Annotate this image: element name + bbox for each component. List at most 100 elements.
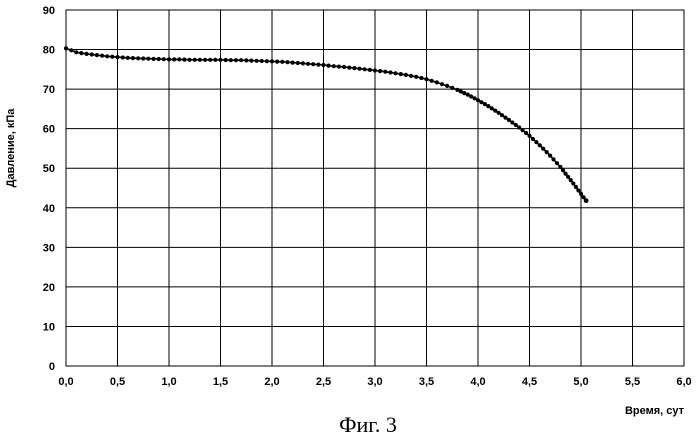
data-point — [224, 58, 228, 62]
data-point — [285, 60, 289, 64]
data-point — [203, 58, 207, 62]
data-point — [157, 57, 161, 61]
data-point — [531, 137, 535, 141]
data-point — [435, 80, 439, 84]
data-point — [332, 64, 336, 68]
data-point — [95, 53, 99, 57]
y-axis-title: Давление, кПа — [5, 108, 17, 188]
data-point — [576, 188, 580, 192]
data-point — [409, 74, 413, 78]
data-point — [296, 61, 300, 65]
data-point — [255, 59, 259, 63]
x-tick-label: 5,0 — [573, 376, 588, 388]
data-point — [514, 123, 518, 127]
data-point — [486, 104, 490, 108]
data-point — [419, 76, 423, 80]
data-point — [566, 175, 570, 179]
data-point — [121, 55, 125, 59]
x-tick-label: 2,0 — [264, 376, 279, 388]
data-point — [569, 178, 573, 182]
data-point — [260, 59, 264, 63]
data-point — [352, 66, 356, 70]
data-point — [500, 113, 504, 117]
data-point — [182, 58, 186, 62]
data-point — [74, 50, 78, 54]
data-point — [126, 56, 130, 60]
data-point — [430, 79, 434, 83]
x-tick-label: 5,5 — [625, 376, 640, 388]
data-point — [316, 63, 320, 67]
data-point — [244, 58, 248, 62]
data-point — [424, 77, 428, 81]
data-point — [571, 181, 575, 185]
y-tick-label: 80 — [43, 45, 55, 57]
data-point — [497, 111, 501, 115]
data-point — [388, 70, 392, 74]
data-point — [100, 54, 104, 58]
figure-caption: Фиг. 3 — [339, 412, 397, 437]
y-tick-label: 40 — [43, 203, 55, 215]
data-point — [373, 68, 377, 72]
y-tick-label: 10 — [43, 321, 55, 333]
x-tick-label: 3,0 — [367, 376, 382, 388]
data-point — [363, 67, 367, 71]
data-point — [368, 68, 372, 72]
data-point — [172, 57, 176, 61]
data-point — [527, 134, 531, 138]
data-point — [69, 48, 73, 52]
data-point — [555, 161, 559, 165]
data-point — [141, 56, 145, 60]
data-point — [399, 72, 403, 76]
data-point — [270, 59, 274, 63]
data-point — [558, 165, 562, 169]
data-point — [327, 64, 331, 68]
data-point — [321, 63, 325, 67]
data-point — [445, 84, 449, 88]
data-point — [177, 57, 181, 61]
data-point — [579, 192, 583, 196]
data-point — [503, 116, 507, 120]
x-tick-label: 4,5 — [522, 376, 537, 388]
y-tick-label: 60 — [43, 124, 55, 136]
data-point — [146, 57, 150, 61]
data-point — [534, 140, 538, 144]
data-point — [545, 150, 549, 154]
y-tick-label: 70 — [43, 84, 55, 96]
x-tick-label: 1,0 — [161, 376, 176, 388]
data-point — [136, 56, 140, 60]
data-point — [584, 198, 589, 203]
data-point — [521, 128, 525, 132]
x-axis-title: Время, сут — [625, 405, 685, 417]
data-point — [208, 58, 212, 62]
data-point — [383, 70, 387, 74]
y-tick-label: 0 — [49, 361, 55, 373]
data-point — [311, 62, 315, 66]
data-point — [306, 62, 310, 66]
data-point — [152, 57, 156, 61]
data-point — [105, 54, 109, 58]
x-tick-label: 0,0 — [58, 376, 73, 388]
data-point — [229, 58, 233, 62]
data-point — [234, 58, 238, 62]
data-point — [188, 58, 192, 62]
data-point — [193, 58, 197, 62]
data-point — [79, 51, 83, 55]
data-point — [414, 75, 418, 79]
data-point — [85, 52, 89, 56]
data-point — [90, 52, 94, 56]
data-point — [524, 131, 528, 135]
y-tick-label: 90 — [43, 5, 55, 17]
data-point — [213, 58, 217, 62]
x-tick-label: 6,0 — [676, 376, 691, 388]
data-point — [574, 185, 578, 189]
data-point — [507, 118, 511, 122]
data-point — [490, 106, 494, 110]
data-point — [198, 58, 202, 62]
data-point — [450, 86, 454, 90]
data-point — [275, 60, 279, 64]
x-tick-label: 2,5 — [316, 376, 331, 388]
y-tick-label: 30 — [43, 242, 55, 254]
data-point — [301, 61, 305, 65]
data-point — [378, 69, 382, 73]
